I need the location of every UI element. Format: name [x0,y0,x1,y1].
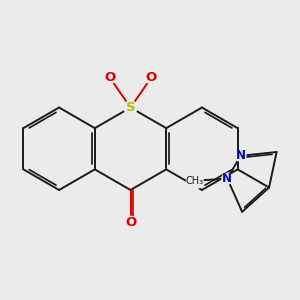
Circle shape [222,173,233,184]
Text: N: N [236,149,245,162]
Text: O: O [125,216,136,229]
Circle shape [104,72,116,84]
Circle shape [125,216,136,228]
Text: O: O [146,71,157,84]
Text: CH₃: CH₃ [186,176,204,186]
Circle shape [187,172,203,189]
Text: O: O [104,71,116,84]
Text: S: S [126,101,135,114]
Text: N: N [222,172,232,185]
Circle shape [124,101,137,114]
Circle shape [235,151,246,161]
Circle shape [146,72,157,84]
